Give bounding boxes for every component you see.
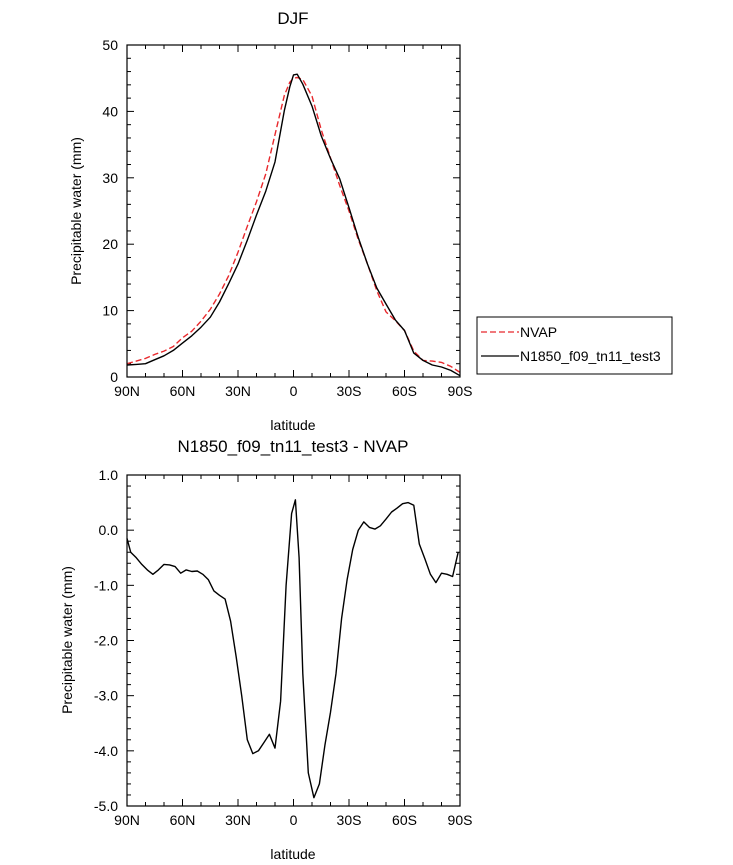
x-tick-label: 90S (448, 383, 473, 399)
y-tick-label: -2.0 (94, 633, 118, 649)
chart-title: DJF (277, 9, 308, 28)
x-axis-label: latitude (270, 417, 315, 433)
y-tick-label: -1.0 (94, 577, 118, 593)
legend-label-model: N1850_f09_tn11_test3 (520, 348, 661, 364)
tick-marks (126, 44, 461, 378)
y-tick-label: -4.0 (94, 743, 118, 759)
tick-marks (126, 474, 461, 807)
legend: NVAP N1850_f09_tn11_test3 (476, 316, 673, 375)
x-tick-label: 60S (392, 812, 417, 828)
difference-chart: N1850_f09_tn11_test3 - NVAP 90N 60N 30N 0 30… (59, 437, 472, 862)
y-axis-label: Precipitable water (mm) (59, 566, 75, 714)
x-tick-label: 60S (392, 383, 417, 399)
x-tick-label: 90S (448, 812, 473, 828)
x-tick-label: 60N (170, 383, 196, 399)
x-tick-label: 30N (225, 383, 251, 399)
y-tick-label: 1.0 (99, 467, 119, 483)
y-tick-label: 30 (102, 170, 118, 186)
legend-label-nvap: NVAP (520, 324, 557, 340)
series-group (126, 499, 459, 799)
y-tick-label: 0 (110, 369, 118, 385)
x-tick-label: 30S (337, 383, 362, 399)
chart-title: N1850_f09_tn11_test3 - NVAP (178, 437, 409, 456)
x-tick-label: 0 (290, 383, 298, 399)
y-tick-label: -3.0 (94, 688, 118, 704)
y-tick-label: 20 (102, 236, 118, 252)
y-tick-label: 50 (102, 37, 118, 53)
x-tick-label: 60N (170, 812, 196, 828)
y-axis-label: Precipitable water (mm) (68, 137, 84, 285)
x-tick-label: 30S (337, 812, 362, 828)
y-tick-label: 0.0 (99, 522, 119, 538)
y-tick-label: -5.0 (94, 798, 118, 814)
tick-labels: 90N 60N 30N 0 30S 60S 90S -5.0 -4.0 -3.0 -2.0 -1.0 0… (94, 467, 473, 828)
legend-box (476, 316, 673, 375)
series-line-n1850-f09-tn11-test3 (126, 73, 461, 377)
x-axis-label: latitude (270, 846, 315, 862)
plot-frame (126, 44, 461, 378)
tick-labels: 90N 60N 30N 0 30S 60S 90S 0 10 20 30 40 50 (102, 37, 472, 399)
series-group (126, 73, 461, 377)
djf-chart: DJF 90N 60N 30N 0 30S 60S 90S 0 10 20 30 40 50 latit… (68, 9, 472, 433)
x-tick-label: 0 (290, 812, 298, 828)
plot-frame (126, 474, 461, 807)
x-tick-label: 30N (225, 812, 251, 828)
x-tick-label: 90N (114, 812, 140, 828)
y-tick-label: 10 (102, 303, 118, 319)
series-line-nvap (126, 76, 461, 373)
x-tick-label: 90N (114, 383, 140, 399)
y-tick-label: 40 (102, 103, 118, 119)
series-line-n1850-f09-tn11-test3-nvap (126, 499, 459, 799)
